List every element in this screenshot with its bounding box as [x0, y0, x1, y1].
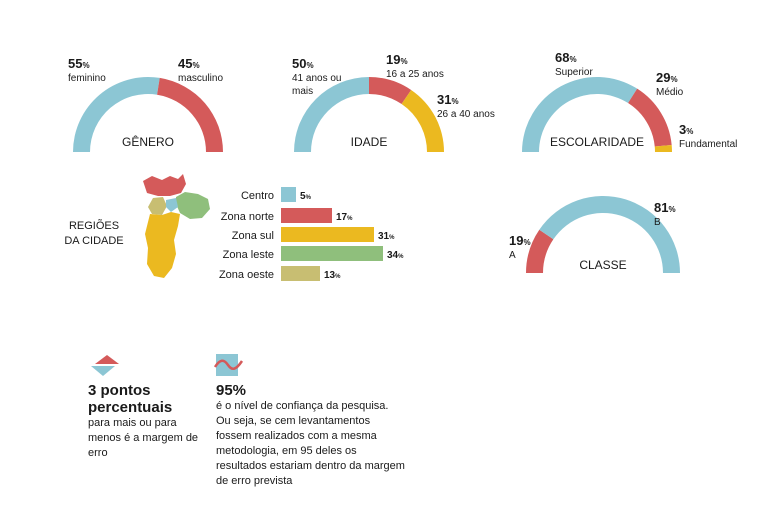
bar-value-zona-sul: 31% [378, 231, 395, 242]
bar-value-zona-norte: 17% [336, 212, 353, 223]
slice-superior [522, 77, 638, 152]
bar-label-zona-norte: Zona norte [221, 211, 274, 223]
bar-label-zona-sul: Zona sul [232, 230, 274, 242]
confidence-level-icon [214, 354, 244, 376]
category-label-a: A [509, 250, 516, 261]
map-zona-oeste [148, 197, 167, 215]
category-label-medio: Médio [656, 87, 684, 98]
bar-label-zona-leste: Zona leste [223, 249, 274, 261]
confidence-text: é o nível de confiança da pesquisa. Ou s… [216, 400, 405, 487]
slice-medio [628, 88, 672, 147]
category-label-superior: Superior [555, 67, 593, 78]
category-label-masculino: masculino [178, 73, 223, 84]
regioes-chart-title: REGIÕES DA CIDADE [64, 219, 123, 247]
slice-a [526, 229, 554, 273]
map-centro [166, 198, 178, 212]
bar-value-zona-leste: 34% [387, 250, 404, 261]
slice-fundamental [654, 144, 672, 152]
map-zona-norte [143, 174, 186, 196]
confidence-title: 95% [216, 382, 247, 399]
value-label-41-anos-ou-mais: 50% [292, 56, 314, 71]
value-label-a: 19% [509, 233, 531, 248]
margin-of-error-icon [91, 355, 119, 376]
value-label-masculino: 45% [178, 56, 200, 71]
value-label-feminino: 55% [68, 56, 90, 71]
escolaridade-chart-title: ESCOLARIDADE [550, 135, 644, 149]
confidence-note: 95% é o nível de confiança da pesquisa. … [216, 382, 406, 489]
slice-masculino [157, 77, 223, 152]
slice-b [539, 195, 680, 273]
bar-label-centro: Centro [241, 190, 274, 202]
value-label-16-a-25-anos: 19% [386, 52, 408, 67]
slice-26-a-40-anos [401, 89, 444, 152]
genero-chart-title: GÊNERO [122, 134, 174, 149]
margin-title: 3 pontos percentuais [88, 382, 173, 416]
classe-chart-title: CLASSE [579, 258, 626, 272]
bar-value-centro: 5% [300, 191, 312, 202]
category-label-41-anos-ou-mais: 41 anos ou mais [292, 73, 342, 97]
margin-text: para mais ou para menos é a margem de er… [88, 417, 199, 459]
bar-zona-sul [281, 227, 374, 242]
bar-value-zona-oeste: 13% [324, 270, 341, 281]
category-label-26-a-40-anos: 26 a 40 anos [437, 109, 495, 120]
category-label-fundamental: Fundamental [679, 139, 737, 150]
value-label-fundamental: 3% [679, 122, 693, 137]
slice-41-anos-ou-mais [294, 77, 369, 152]
bar-centro [281, 187, 296, 202]
city-map [143, 174, 210, 278]
value-label-b: 81% [654, 200, 676, 215]
value-label-superior: 68% [555, 50, 577, 65]
value-label-medio: 29% [656, 70, 678, 85]
category-label-b: B [654, 217, 661, 228]
idade-chart-title: IDADE [351, 135, 388, 149]
bar-zona-norte [281, 208, 332, 223]
bar-zona-leste [281, 246, 383, 261]
bar-label-zona-oeste: Zona oeste [219, 269, 274, 281]
map-zona-sul [145, 212, 180, 278]
bar-zona-oeste [281, 266, 320, 281]
margin-note: 3 pontos percentuais para mais ou para m… [88, 382, 208, 461]
slice-feminino [73, 76, 160, 152]
category-label-16-a-25-anos: 16 a 25 anos [386, 69, 444, 80]
slice-16-a-25-anos [369, 77, 412, 105]
value-label-26-a-40-anos: 31% [437, 92, 459, 107]
category-label-feminino: feminino [68, 73, 106, 84]
map-zona-leste [176, 192, 210, 219]
